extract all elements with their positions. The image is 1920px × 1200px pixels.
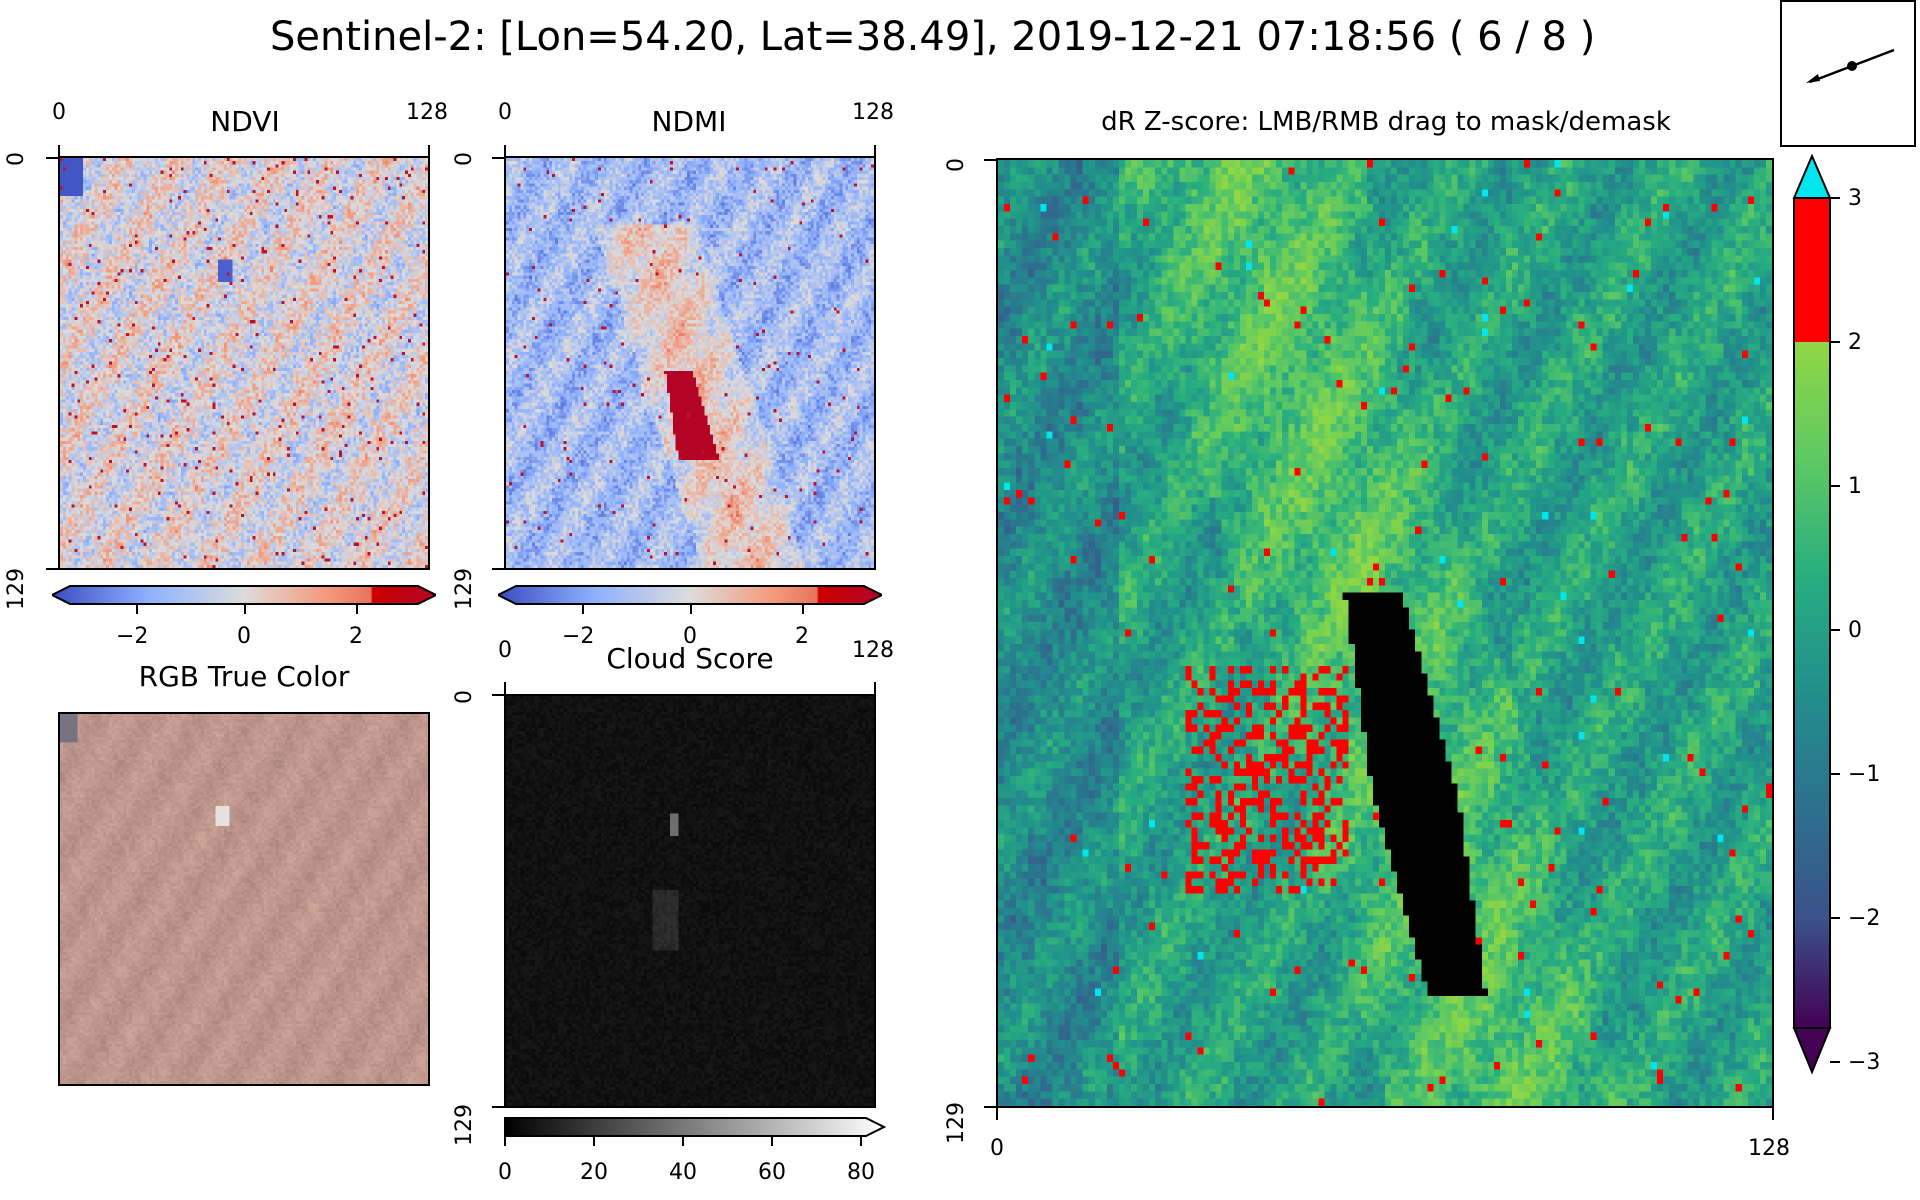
ndmi-ytick-0: 0 [452,152,477,166]
rgb-title: RGB True Color [138,660,350,693]
zscore-colorbar [1792,153,1832,1075]
zscore-cbar-tick-neg2: −2 [1848,906,1881,931]
cloud-cbar-tick-20: 20 [580,1160,608,1185]
zscore-cbar-tick-2: 2 [1848,330,1862,355]
zscore-cbar-tick-neg3: −3 [1848,1050,1881,1075]
cloud-cbar-tick-40: 40 [669,1160,697,1185]
figure-title: Sentinel-2: [Lon=54.20, Lat=38.49], 2019… [270,14,1596,60]
zscore-cbar-tick-neg1: −1 [1848,762,1881,787]
navigator-box[interactable] [1780,0,1916,147]
ndmi-xtick-128: 128 [852,100,894,125]
ndmi-heatmap [506,158,874,568]
cloud-ytick-129: 129 [452,1104,477,1146]
ndmi-xtick-0: 0 [498,100,512,125]
cloud-title: Cloud Score [606,642,774,675]
zscore-ytick-129: 129 [944,1102,969,1144]
ndvi-cbar-tick-2: 2 [349,624,363,649]
cloud-xtick-128: 128 [852,638,894,663]
zscore-cbar-tick-0: 0 [1848,618,1862,643]
rgb-true-color-image [60,714,428,1084]
ndvi-ytick-0: 0 [4,152,29,166]
ndvi-xtick-128: 128 [406,100,448,125]
cloud-image[interactable] [504,694,876,1108]
zscore-title: dR Z-score: LMB/RMB drag to mask/demask [1101,107,1671,137]
cloud-cbar-tick-60: 60 [758,1160,786,1185]
zscore-ytick-0: 0 [944,158,969,172]
ndmi-cbar-tick-neg2: −2 [562,624,595,649]
ndvi-cbar-tick-neg2: −2 [116,624,149,649]
cloud-score-heatmap [506,696,874,1106]
zscore-cbar-tick-1: 1 [1848,474,1862,499]
direction-arrow-icon [1806,48,1895,84]
ndmi-cbar-tick-0: 0 [683,624,697,649]
ndmi-ytick-129: 129 [452,568,477,610]
ndmi-cbar-tick-2: 2 [795,624,809,649]
zscore-xtick-0: 0 [990,1136,1004,1161]
cloud-colorbar [504,1117,886,1137]
cloud-cbar-tick-0: 0 [498,1160,512,1185]
ndmi-colorbar [498,585,882,605]
cloud-cbar-tick-80: 80 [847,1160,875,1185]
rgb-image[interactable] [58,712,430,1086]
ndvi-title: NDVI [210,105,280,138]
zscore-xtick-128: 128 [1748,1136,1790,1161]
ndvi-ytick-129: 129 [4,568,29,610]
ndvi-colorbar [52,585,436,605]
zscore-heatmap [998,160,1772,1106]
ndvi-xtick-0: 0 [52,100,66,125]
zscore-cbar-tick-3: 3 [1848,186,1862,211]
ndmi-image[interactable] [504,156,876,570]
ndmi-title: NDMI [651,105,727,138]
ndvi-cbar-tick-0: 0 [237,624,251,649]
ndvi-image[interactable] [58,156,430,570]
ndvi-heatmap [60,158,428,568]
cloud-ytick-0: 0 [452,690,477,704]
zscore-image[interactable] [996,158,1774,1108]
cloud-xtick-0: 0 [498,638,512,663]
